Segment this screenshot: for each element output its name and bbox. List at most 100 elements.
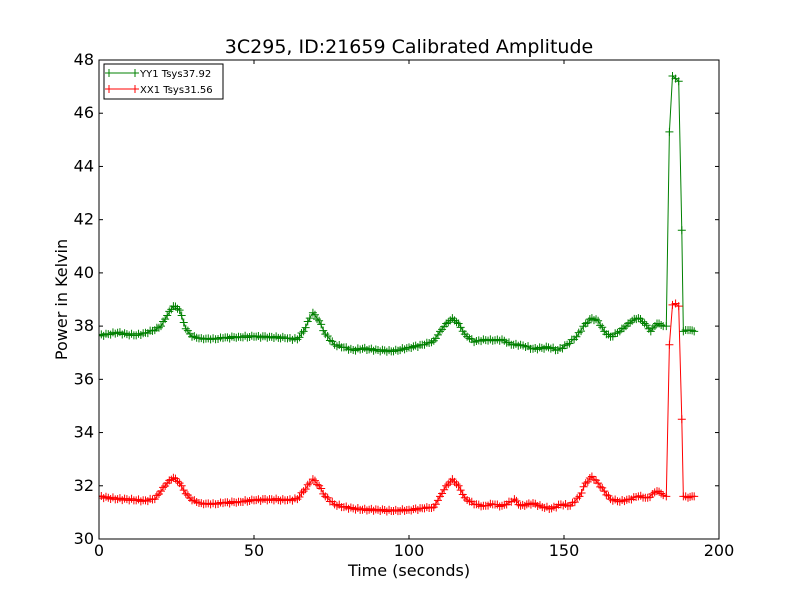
data-point-marker bbox=[665, 340, 674, 349]
data-point-marker bbox=[272, 494, 281, 503]
axes-ticks: 0 50 100 150 200 30 32 34 36 38 40 42 44 46 48 bbox=[74, 50, 735, 560]
data-point-marker bbox=[587, 314, 596, 323]
data-point-marker bbox=[297, 329, 306, 338]
data-point-marker bbox=[602, 490, 611, 499]
data-point-marker bbox=[655, 487, 664, 496]
data-point-marker bbox=[150, 495, 159, 504]
data-point-marker bbox=[315, 316, 324, 325]
data-point-marker bbox=[604, 491, 613, 500]
data-point-marker bbox=[297, 488, 306, 497]
data-point-marker bbox=[646, 327, 655, 336]
series-markers bbox=[99, 71, 699, 356]
data-point-marker bbox=[360, 343, 369, 352]
series-line bbox=[99, 74, 695, 352]
data-point-marker bbox=[512, 496, 521, 505]
data-point-marker bbox=[653, 487, 661, 496]
legend-box bbox=[103, 63, 224, 100]
data-point-marker bbox=[634, 314, 643, 323]
data-point-marker bbox=[295, 493, 304, 502]
data-point-marker bbox=[589, 316, 598, 325]
legend-label: YY1 Tsys37.92 bbox=[139, 69, 211, 80]
data-point-marker bbox=[367, 344, 376, 353]
legend-marker bbox=[105, 69, 113, 77]
data-point-marker bbox=[598, 323, 607, 332]
data-point-marker bbox=[626, 318, 635, 327]
data-point-marker bbox=[152, 491, 161, 500]
data-point-marker bbox=[533, 345, 542, 354]
data-point-marker bbox=[587, 472, 596, 481]
data-point-marker bbox=[624, 319, 633, 328]
plot-frame bbox=[98, 59, 720, 540]
data-point-marker bbox=[677, 226, 686, 235]
data-point-marker bbox=[648, 323, 657, 332]
data-point-marker bbox=[225, 334, 234, 343]
data-point-marker bbox=[173, 477, 182, 486]
data-point-marker bbox=[674, 302, 683, 311]
data-point-marker bbox=[596, 321, 605, 330]
data-point-marker bbox=[181, 489, 190, 498]
data-point-marker bbox=[581, 479, 590, 488]
data-point-marker bbox=[179, 486, 188, 495]
data-point-marker bbox=[308, 308, 317, 317]
data-point-marker bbox=[252, 496, 261, 505]
data-point-marker bbox=[313, 315, 322, 324]
data-point-marker bbox=[413, 506, 422, 515]
data-point-marker bbox=[581, 319, 590, 328]
data-point-marker bbox=[405, 505, 413, 514]
data-point-marker bbox=[181, 324, 190, 333]
data-point-marker bbox=[323, 332, 332, 341]
data-point-marker bbox=[589, 475, 598, 484]
data-point-marker bbox=[619, 324, 628, 333]
y-tick-label: 46 bbox=[74, 103, 94, 122]
data-point-marker bbox=[433, 496, 442, 505]
data-point-marker bbox=[655, 319, 664, 328]
data-point-marker bbox=[594, 479, 603, 488]
data-point-marker bbox=[177, 481, 186, 490]
data-point-marker bbox=[442, 481, 451, 490]
data-point-marker bbox=[684, 493, 692, 502]
data-point-marker bbox=[570, 498, 579, 507]
data-point-marker bbox=[308, 475, 317, 484]
plot-area bbox=[99, 71, 699, 516]
data-point-marker bbox=[674, 77, 683, 86]
legend-marker bbox=[131, 69, 139, 77]
data-point-marker bbox=[431, 334, 440, 343]
y-tick-label: 44 bbox=[74, 156, 94, 175]
data-point-marker bbox=[433, 330, 442, 339]
data-point-marker bbox=[579, 482, 588, 491]
data-point-marker bbox=[167, 475, 176, 484]
data-point-marker bbox=[293, 335, 302, 344]
data-point-marker bbox=[301, 485, 310, 494]
legend-marker bbox=[131, 85, 139, 93]
data-point-marker bbox=[456, 486, 465, 495]
data-point-marker bbox=[657, 321, 666, 329]
x-tick-label: 50 bbox=[244, 541, 264, 560]
data-point-marker bbox=[317, 484, 326, 493]
y-tick-label: 34 bbox=[74, 423, 94, 442]
data-point-marker bbox=[442, 319, 451, 328]
data-point-marker bbox=[367, 504, 376, 513]
x-tick-label: 200 bbox=[704, 541, 735, 560]
data-point-marker bbox=[454, 481, 463, 490]
data-point-marker bbox=[577, 327, 586, 336]
data-point-marker bbox=[400, 345, 409, 354]
data-point-marker bbox=[389, 347, 398, 356]
data-point-marker bbox=[665, 127, 674, 136]
data-point-marker bbox=[583, 477, 592, 486]
data-point-marker bbox=[688, 326, 697, 335]
data-point-marker bbox=[440, 485, 449, 494]
legend: YY1 Tsys37.92 XX1 Tsys31.56 bbox=[103, 63, 224, 100]
y-tick-label: 48 bbox=[74, 50, 94, 69]
data-point-marker bbox=[396, 346, 405, 355]
data-point-marker bbox=[293, 495, 302, 504]
data-point-marker bbox=[577, 488, 586, 497]
x-tick-label: 100 bbox=[394, 541, 425, 560]
data-point-marker bbox=[243, 497, 252, 506]
data-point-marker bbox=[438, 489, 447, 498]
data-point-marker bbox=[628, 316, 637, 325]
data-point-marker bbox=[303, 480, 312, 489]
data-point-marker bbox=[452, 480, 461, 489]
data-point-marker bbox=[169, 473, 178, 482]
data-point-marker bbox=[299, 327, 308, 336]
